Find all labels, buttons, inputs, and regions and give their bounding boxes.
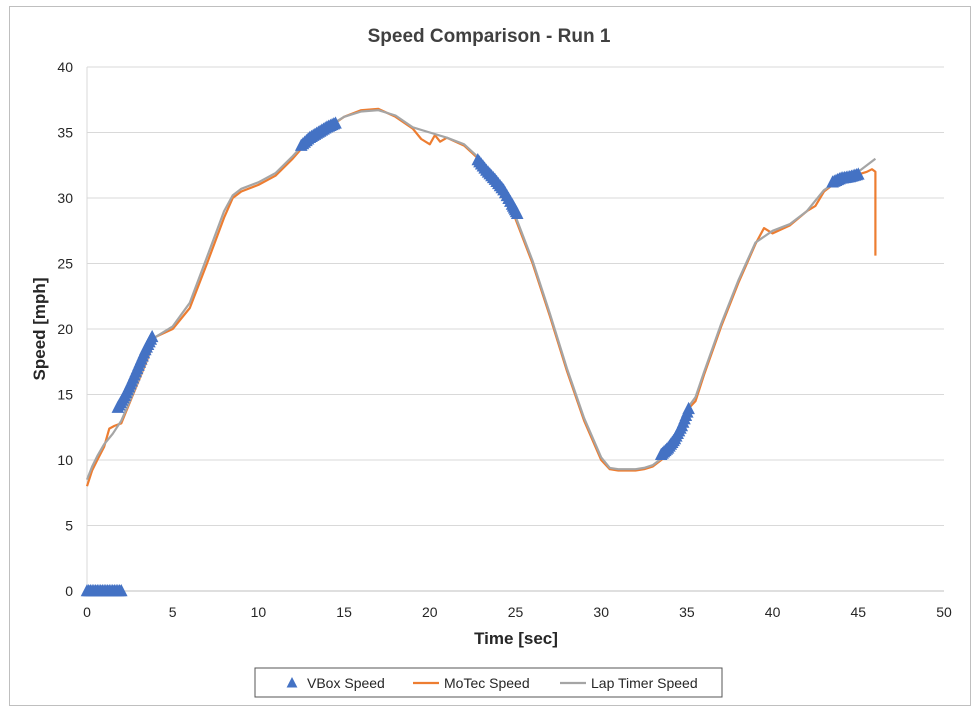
y-axis-ticks: 0 5 10 15 20 25 30 35 40 xyxy=(57,59,73,599)
y-tick-label: 35 xyxy=(57,125,73,141)
x-tick-label: 10 xyxy=(251,604,267,620)
chart-title: Speed Comparison - Run 1 xyxy=(368,26,611,47)
y-tick-label: 0 xyxy=(65,583,73,599)
vbox-marker xyxy=(682,401,695,415)
vbox-marker xyxy=(329,116,342,129)
grid xyxy=(86,66,944,592)
x-tick-label: 5 xyxy=(169,604,177,620)
x-tick-label: 45 xyxy=(851,604,867,620)
x-axis-title: Time [sec] xyxy=(474,629,558,648)
x-tick-label: 20 xyxy=(422,604,438,620)
x-tick-label: 0 xyxy=(83,604,91,620)
legend: VBox Speed MoTec Speed Lap Timer Speed xyxy=(254,667,723,698)
legend-label-motec-speed: MoTec Speed xyxy=(444,675,530,691)
y-axis-title: Speed [mph] xyxy=(30,278,49,381)
x-tick-label: 40 xyxy=(765,604,781,620)
series-layer xyxy=(80,107,877,597)
x-tick-label: 15 xyxy=(336,604,352,620)
vbox-marker xyxy=(510,206,524,219)
x-tick-label: 35 xyxy=(679,604,695,620)
x-tick-label: 30 xyxy=(593,604,609,620)
vbox-marker xyxy=(145,329,159,343)
legend-box xyxy=(254,667,723,698)
legend-label-vbox-speed: VBox Speed xyxy=(307,675,385,691)
y-tick-label: 5 xyxy=(65,518,73,534)
vbox-marker xyxy=(852,167,865,180)
y-tick-label: 20 xyxy=(57,321,73,337)
legend-label-lap-timer-speed: Lap Timer Speed xyxy=(591,675,698,691)
y-tick-label: 10 xyxy=(57,452,73,468)
x-axis-ticks: 0 5 10 15 20 25 30 35 40 45 50 xyxy=(83,604,952,620)
legend-swatch-vbox-speed xyxy=(286,677,298,688)
y-tick-label: 30 xyxy=(57,190,73,206)
x-tick-label: 25 xyxy=(508,604,524,620)
y-tick-label: 40 xyxy=(57,59,73,75)
x-tick-label: 50 xyxy=(936,604,952,620)
vbox-marker xyxy=(114,584,128,597)
chart-frame xyxy=(9,6,971,706)
y-tick-label: 25 xyxy=(57,256,73,272)
y-tick-label: 15 xyxy=(57,387,73,403)
